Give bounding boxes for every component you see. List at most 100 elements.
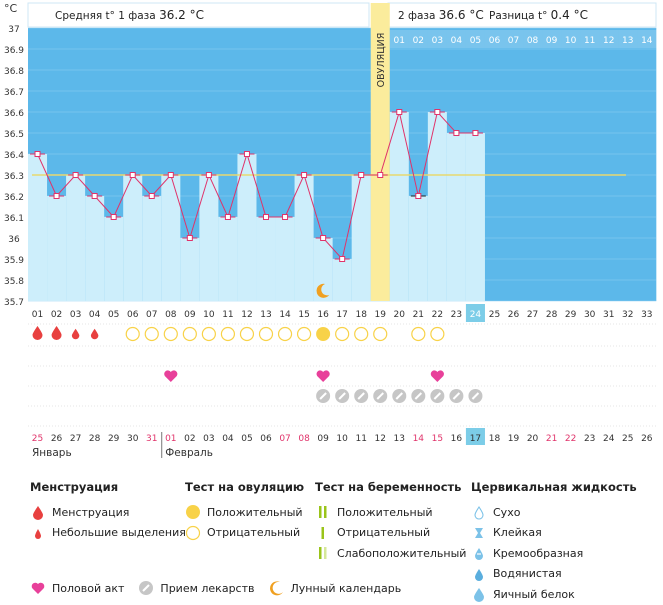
y-tick-label: 36.8: [4, 67, 24, 77]
temperature-bar: [28, 154, 48, 301]
calendar-date-label: 08: [298, 434, 310, 444]
cycle-day-label: 12: [241, 310, 252, 320]
pill-icon: [139, 581, 154, 595]
phase2-day-label: 12: [603, 36, 614, 46]
calendar-date-label: 31: [146, 434, 157, 444]
legend-label: Яичный белок: [493, 587, 575, 601]
legend-label: Кремообразная: [493, 546, 584, 560]
legend-item: Водянистая: [471, 564, 637, 585]
phase2-day-cell: [427, 30, 447, 48]
calendar-date-label: 04: [222, 434, 234, 444]
current-date-cell: [465, 428, 485, 445]
calendar-date-label: 23: [584, 434, 595, 444]
phase2-day-cell: [618, 30, 638, 48]
pregnancy-weak-icon: [319, 547, 327, 560]
ovulation-label: ОВУЛЯЦИЯ: [376, 33, 387, 88]
calendar-date-label: 24: [603, 434, 615, 444]
calendar-date-label: 07: [279, 434, 290, 444]
pill-stripe: [433, 392, 442, 400]
month-label: Февраль: [165, 447, 213, 459]
menstruation-drop-icon: [51, 326, 62, 340]
temperature-bar: [66, 175, 86, 301]
legend-item: Отрицательный: [185, 523, 304, 544]
cycle-day-label: 06: [127, 310, 139, 320]
calendar-date-label: 27: [70, 434, 81, 444]
moon-icon: [316, 283, 330, 298]
calendar-date-label: 19: [508, 434, 520, 444]
temperature-bar: [389, 112, 409, 301]
legend-item: Прием лекарств: [138, 580, 255, 596]
calendar-date-label: 26: [51, 434, 63, 444]
cycle-day-label: 07: [146, 310, 157, 320]
cycle-day-label: 20: [394, 310, 406, 320]
pregnancy-negative-icon: [321, 526, 324, 539]
y-tick-label: 35.7: [4, 298, 24, 308]
creamy-icon: [475, 548, 483, 561]
legend-item: Лунный календарь: [269, 580, 401, 596]
y-tick-label: 36: [8, 235, 20, 245]
legend-label: Отрицательный: [207, 526, 301, 540]
temperature-bar: [199, 175, 219, 301]
cycle-day-label: 05: [108, 310, 119, 320]
temperature-point: [415, 193, 422, 199]
calendar-date-label: 28: [89, 434, 101, 444]
temperature-point: [224, 214, 231, 220]
phase2-day-cell: [561, 30, 581, 48]
cycle-day-label: 32: [622, 310, 633, 320]
pill-stripe: [338, 392, 346, 400]
calendar-date-label: 17: [470, 434, 481, 444]
calendar-date-label: 12: [375, 434, 386, 444]
cycle-day-label: 18: [355, 310, 367, 320]
negative-circle-icon: [277, 326, 293, 342]
temperature-point: [301, 172, 308, 178]
temperature-bar: [237, 154, 257, 301]
negative-circle-icon: [125, 326, 140, 342]
spotting-drop-icon: [35, 528, 41, 539]
calendar-date-label: 15: [432, 434, 443, 444]
cycle-day-label: 23: [451, 310, 462, 320]
cycle-day-label: 01: [32, 310, 43, 320]
heart-icon: [164, 370, 178, 382]
legend-item: Менструация: [30, 502, 186, 523]
temperature-point: [320, 235, 327, 241]
phase2-day-label: 10: [565, 36, 577, 46]
cycle-day-label: 16: [317, 310, 329, 320]
phase2-day-label: 06: [489, 36, 501, 46]
cycle-day-label: 14: [279, 310, 291, 320]
y-tick-label: 35.8: [4, 277, 24, 287]
calendar-date-label: 03: [203, 434, 214, 444]
temperature-bar: [332, 259, 352, 301]
legend-label: Отрицательный: [337, 526, 431, 540]
menstruation-drop-icon: [32, 326, 43, 340]
negative-circle-icon: [182, 326, 197, 342]
pill-stripe: [319, 392, 327, 400]
cycle-day-label: 02: [51, 310, 62, 320]
unit-label: °C: [4, 2, 18, 15]
calendar-date-label: 16: [451, 434, 463, 444]
phase2-day-label: 13: [622, 36, 633, 46]
legend-item: Небольшие выделения: [30, 523, 186, 544]
dry-drop-icon: [474, 506, 484, 520]
temperature-bar: [351, 175, 371, 301]
cycle-day-label: 28: [546, 310, 558, 320]
legend-label: Половой акт: [52, 581, 125, 595]
temperature-bar: [427, 112, 447, 301]
ovulation-column: [370, 3, 390, 301]
phase2-day-label: 01: [394, 36, 405, 46]
y-tick-label: 36.5: [4, 130, 24, 140]
calendar-date-label: 29: [108, 434, 120, 444]
temperature-point: [72, 172, 79, 178]
temperature-bar: [161, 175, 181, 301]
moon-icon: [269, 581, 283, 596]
y-tick-label: 37: [8, 25, 19, 35]
temperature-point: [453, 130, 460, 136]
calendar-date-label: 20: [527, 434, 539, 444]
negative-circle-icon: [258, 326, 274, 342]
temperature-point: [91, 193, 98, 199]
legend-cervical-title: Цервикальная жидкость: [471, 480, 637, 494]
cycle-day-label: 03: [70, 310, 81, 320]
cycle-day-label: 21: [413, 310, 424, 320]
legend-label: Слабоположительный: [337, 546, 467, 560]
temperature-point: [282, 214, 289, 220]
pill-stripe: [357, 392, 365, 400]
